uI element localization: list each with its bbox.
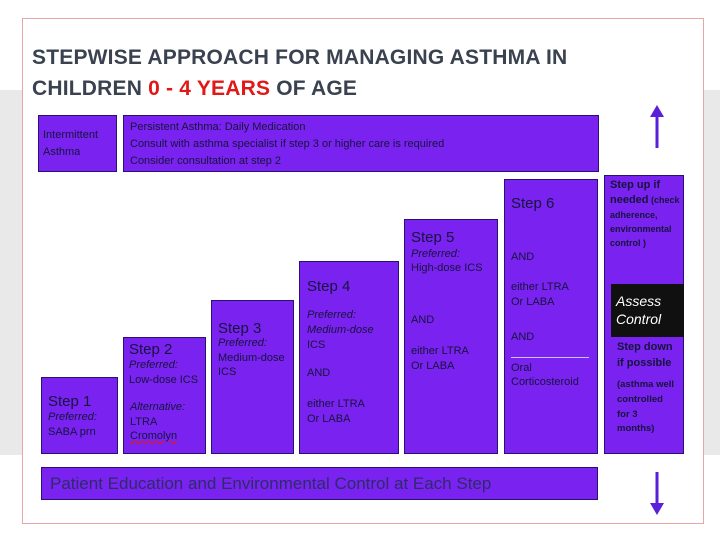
step4-preferred: Preferred:: [307, 309, 356, 321]
step-down-line2: if possible: [617, 357, 672, 369]
step1-heading: Step 1: [48, 393, 92, 410]
step-down-line3: (asthma well: [617, 379, 675, 390]
step1-box: Step 1 Preferred: SABA prn: [41, 377, 118, 454]
step6-either-ltra: either LTRA: [511, 281, 569, 293]
step3-preferred: Preferred:: [218, 337, 267, 349]
title-of-age: OF AGE: [270, 77, 358, 100]
step5-preferred: Preferred:: [411, 248, 460, 260]
step3-ics: ICS: [218, 366, 237, 378]
step5-and: AND: [411, 314, 435, 326]
intermittent-label: Intermittent: [43, 129, 99, 141]
step-up-line2: needed (check: [610, 194, 680, 207]
step3-box: Step 3 Preferred: Medium-dose ICS: [211, 300, 294, 454]
step-up-line3: adherence,: [610, 210, 658, 220]
step-up-line4: environmental: [610, 224, 672, 234]
step4-ics: ICS: [307, 339, 326, 351]
page-title-line2: CHILDREN 0 - 4 YEARS OF AGE: [32, 77, 357, 101]
step1-saba: SABA prn: [48, 426, 96, 438]
step2-box: Step 2 Preferred: Low-dose ICS Alternati…: [123, 337, 206, 454]
step5-heading: Step 5: [411, 229, 455, 246]
step3-medium-dose: Medium-dose: [218, 352, 285, 364]
step6-heading: Step 6: [511, 195, 555, 212]
step2-preferred: Preferred:: [129, 359, 178, 371]
persistent-line2: Consult with asthma specialist if step 3…: [130, 138, 445, 150]
step6-and-2: AND: [511, 331, 535, 343]
step6-and-1: AND: [511, 251, 535, 263]
footer-education-box: Patient Education and Environmental Cont…: [41, 467, 598, 500]
persistent-line3: Consider consultation at step 2: [130, 155, 282, 167]
step-down-line4: controlled: [617, 394, 663, 405]
step5-high-dose-ics: High-dose ICS: [411, 262, 483, 274]
step6-divider: [511, 357, 589, 358]
persistent-line1: Persistent Asthma: Daily Medication: [130, 121, 306, 133]
page-title-line1: STEPWISE APPROACH FOR MANAGING ASTHMA IN: [32, 46, 568, 69]
step5-or-laba: Or LABA: [411, 360, 455, 372]
title-age-range: 0 - 4 YEARS: [148, 77, 271, 100]
step4-either-ltra: either LTRA: [307, 398, 365, 410]
step-down-line5: for 3: [617, 409, 638, 420]
step4-heading: Step 4: [307, 278, 351, 295]
step4-medium-dose: Medium-dose: [307, 324, 374, 336]
step-up-line1: Step up if: [610, 179, 661, 191]
step1-preferred: Preferred:: [48, 411, 97, 423]
title-children: CHILDREN: [32, 77, 149, 100]
step4-and: AND: [307, 367, 331, 379]
step3-heading: Step 3: [218, 320, 262, 337]
footer-text: Patient Education and Environmental Cont…: [50, 474, 492, 493]
step6-or-laba: Or LABA: [511, 296, 555, 308]
assess-label: Assess: [616, 293, 662, 309]
step6-box: Step 6 AND either LTRA Or LABA AND Oral …: [504, 179, 598, 454]
step2-ltra: LTRA: [130, 416, 158, 428]
step-down-line6: months): [617, 423, 655, 434]
control-label: Control: [616, 311, 662, 327]
step2-cromolyn: Cromolyn: [130, 430, 178, 442]
arrow-up-icon: [650, 105, 664, 148]
assess-control-box: Assess Control: [611, 284, 684, 337]
step6-oral: Oral: [511, 362, 532, 374]
step2-low-dose-ics: Low-dose ICS: [129, 374, 199, 386]
step5-box: Step 5 Preferred: High-dose ICS AND eith…: [404, 219, 498, 454]
intermittent-asthma-box: Intermittent Asthma: [38, 115, 117, 172]
step4-box: Step 4 Preferred: Medium-dose ICS AND ei…: [299, 261, 399, 454]
step6-corticosteroid: Corticosteroid: [511, 376, 579, 388]
step4-or-laba: Or LABA: [307, 413, 351, 425]
arrow-down-icon: [650, 472, 664, 515]
step5-either-ltra: either LTRA: [411, 345, 469, 357]
step-down-line1: Step down: [617, 341, 673, 353]
check-text: (check: [648, 195, 680, 205]
step2-alternative: Alternative:: [130, 401, 186, 413]
step-up-line5: control ): [610, 238, 646, 248]
asthma-label: Asthma: [43, 146, 81, 158]
needed-text: needed: [610, 194, 649, 206]
persistent-asthma-box: Persistent Asthma: Daily Medication Cons…: [123, 115, 599, 172]
step2-heading: Step 2: [129, 341, 173, 358]
